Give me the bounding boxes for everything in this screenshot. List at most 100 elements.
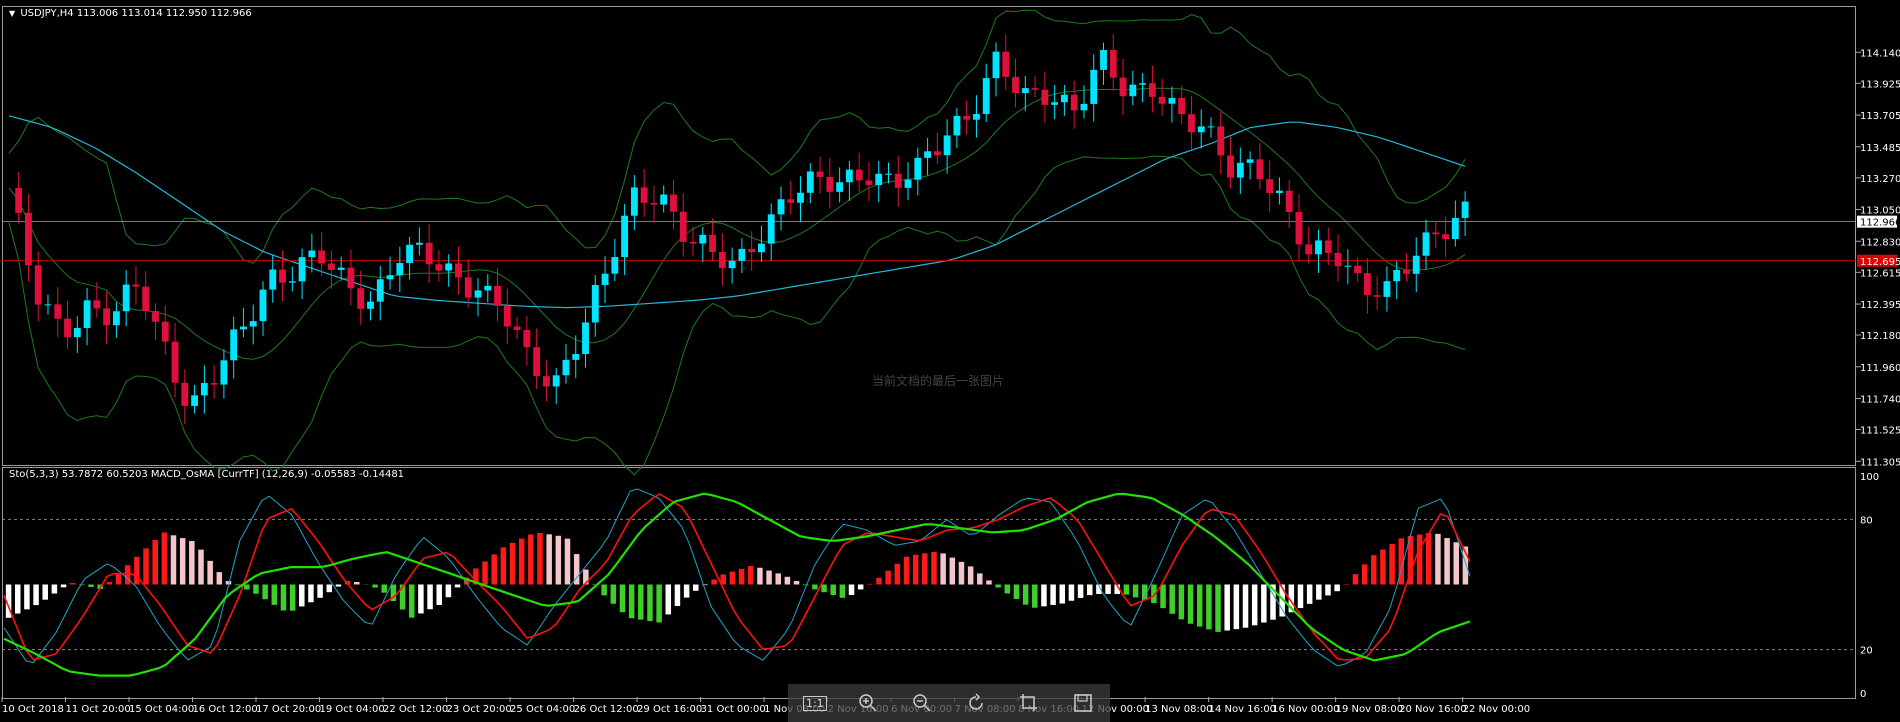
osma-bar xyxy=(674,584,681,607)
osma-bar xyxy=(1050,584,1056,605)
osma-bar xyxy=(491,554,497,585)
osma-bar xyxy=(253,584,259,594)
crop-button[interactable] xyxy=(1016,690,1042,716)
osma-bar xyxy=(573,554,580,585)
upper-band xyxy=(8,9,1466,264)
candle-body xyxy=(924,151,932,158)
osma-bar xyxy=(198,549,204,585)
osma-bar xyxy=(1288,584,1295,613)
candle-body xyxy=(240,326,247,330)
candle-body xyxy=(1041,89,1049,105)
osma-bar xyxy=(610,584,617,604)
candle-body xyxy=(1334,252,1342,267)
candle-body xyxy=(894,173,902,188)
zoom-in-icon xyxy=(859,694,878,712)
candle-body xyxy=(943,135,951,156)
candle-body xyxy=(1051,102,1059,105)
osma-bar xyxy=(24,584,30,610)
x-tick-label: 15 Oct 04:00 xyxy=(129,704,194,715)
candle-body xyxy=(44,304,52,306)
osma-bar xyxy=(1407,535,1414,585)
save-button[interactable] xyxy=(1070,690,1096,716)
osma-bar xyxy=(747,566,754,585)
candle-body xyxy=(112,311,120,326)
osma-bar xyxy=(903,556,910,585)
osma-bar xyxy=(518,538,525,585)
candle-body xyxy=(171,341,179,383)
candle-body xyxy=(64,318,71,338)
candle-body xyxy=(1275,190,1283,193)
osma-bar xyxy=(1013,584,1020,600)
candle-body xyxy=(933,151,941,156)
candle-body xyxy=(1403,270,1410,274)
x-tick-label: 31 Oct 00:00 xyxy=(701,704,766,715)
candle-body xyxy=(1432,232,1440,235)
zoom-in-button[interactable] xyxy=(855,690,881,716)
candle-body xyxy=(425,242,433,265)
zoom-out-button[interactable] xyxy=(909,690,935,716)
osma-bar xyxy=(1380,549,1386,585)
candle-body xyxy=(337,267,345,270)
osma-bar xyxy=(738,568,745,585)
osma-bar xyxy=(1032,584,1038,608)
collapse-arrow-icon[interactable]: ▼ xyxy=(9,9,16,18)
x-tick-label: 11 Oct 20:00 xyxy=(66,704,131,715)
x-tick-label: 14 Nov 16:00 xyxy=(1209,704,1276,715)
candle-body xyxy=(386,275,394,280)
osma-bar xyxy=(69,583,76,585)
rotate-button[interactable] xyxy=(963,690,989,716)
actual-size-button[interactable]: 1:1 xyxy=(802,690,828,716)
osma-bar xyxy=(683,584,690,598)
candle-body xyxy=(1285,190,1293,212)
y-tick-label: 113.925 xyxy=(1860,79,1900,90)
osma-bar xyxy=(381,584,387,593)
candle-body xyxy=(689,241,697,244)
y-tick-label: 114.140 xyxy=(1860,48,1900,59)
candle-body xyxy=(777,199,785,215)
x-tick-label: 10 Oct 2018 xyxy=(2,704,64,715)
candle-body xyxy=(1109,49,1117,78)
candle-body xyxy=(963,115,971,120)
candle-body xyxy=(1090,69,1098,104)
candle-body xyxy=(513,326,521,330)
candle-body xyxy=(1315,240,1322,255)
candle-body xyxy=(992,51,1000,79)
osma-bar xyxy=(1059,584,1066,604)
candle-body xyxy=(601,273,609,285)
candle-body xyxy=(259,289,267,322)
candle-body xyxy=(230,329,238,361)
osma-bar xyxy=(106,582,113,585)
osma-bar xyxy=(1132,584,1139,598)
osma-bar xyxy=(1004,584,1011,594)
level-price-label: 112.695 xyxy=(1860,257,1900,268)
osma-bar xyxy=(931,551,937,585)
candle-body xyxy=(200,383,208,396)
candle-body xyxy=(1363,273,1371,296)
x-tick-label: 26 Oct 12:00 xyxy=(574,704,639,715)
candle-body xyxy=(161,321,169,342)
indicator-header: Sto(5,3,3) 53.7872 60.5203 MACD_OsMA [Cu… xyxy=(9,469,405,480)
candle-body xyxy=(582,322,589,354)
candle-body xyxy=(523,329,531,348)
osma-bar xyxy=(528,534,534,585)
osma-bar xyxy=(225,581,232,585)
osma-bar xyxy=(802,584,809,586)
osma-bar xyxy=(793,581,800,585)
osma-bar xyxy=(271,584,278,605)
candle-body xyxy=(728,260,736,269)
osma-bar xyxy=(207,560,213,585)
candle-body xyxy=(445,263,453,271)
x-tick-label: 19 Nov 08:00 xyxy=(1336,704,1403,715)
osma-bar xyxy=(693,584,699,591)
osma-bar xyxy=(1041,584,1047,607)
candle-body xyxy=(1373,295,1381,297)
osma-bar xyxy=(949,557,956,585)
osma-bar xyxy=(308,584,314,603)
osma-bar xyxy=(757,567,763,585)
osma-bar xyxy=(1206,584,1212,630)
osma-bar xyxy=(1444,538,1450,585)
current-price-label: 112.966 xyxy=(1860,218,1900,229)
candle-body xyxy=(552,375,560,387)
osma-bar xyxy=(1087,584,1093,596)
